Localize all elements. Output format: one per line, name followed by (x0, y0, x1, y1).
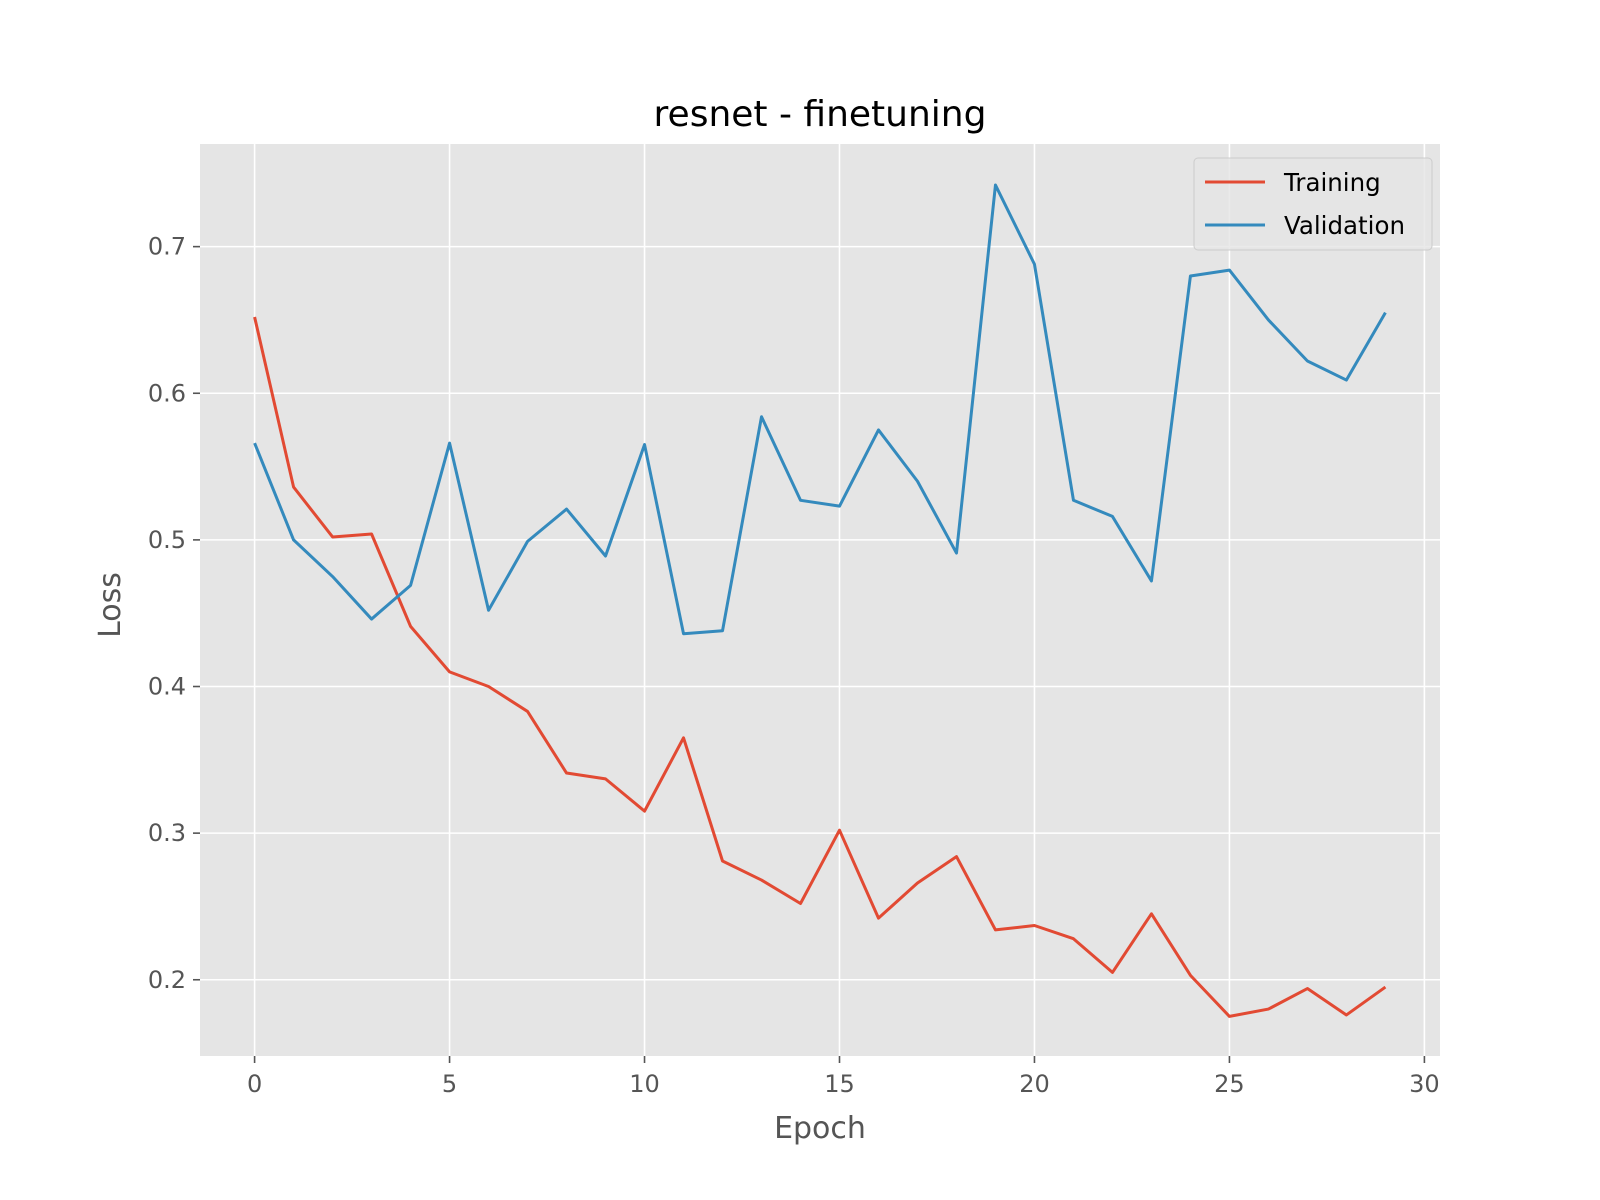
chart-title: resnet - finetuning (654, 94, 987, 135)
x-tick-label: 25 (1214, 1070, 1245, 1098)
x-axis-label: Epoch (774, 1111, 866, 1146)
legend: Training Validation (1193, 157, 1433, 251)
y-tick-label: 0.7 (148, 233, 186, 261)
y-tick-label: 0.5 (148, 526, 186, 554)
legend-label-training: Training (1283, 168, 1381, 197)
x-tick-label: 30 (1409, 1070, 1440, 1098)
legend-label-validation: Validation (1284, 211, 1405, 240)
y-tick-label: 0.6 (148, 379, 186, 407)
series-line-training (253, 316, 1387, 1018)
series-lines (253, 183, 1387, 1018)
y-tick-label: 0.3 (148, 819, 186, 847)
series-line-validation (253, 183, 1387, 636)
y-tick-label: 0.4 (148, 673, 186, 701)
y-tick-label: 0.2 (148, 966, 186, 994)
x-tick-label: 15 (824, 1070, 855, 1098)
y-axis-label: Loss (93, 572, 128, 638)
plot-area (200, 144, 1440, 1056)
grid-lines (200, 144, 1440, 1056)
x-tick-label: 10 (629, 1070, 660, 1098)
x-tick-label: 5 (442, 1070, 457, 1098)
axis-ticks: 0 5 10 15 20 25 30 0.2 0.3 0.4 0.5 0.6 0.7 (148, 233, 1440, 1098)
x-tick-label: 20 (1019, 1070, 1050, 1098)
x-tick-label: 0 (247, 1070, 262, 1098)
